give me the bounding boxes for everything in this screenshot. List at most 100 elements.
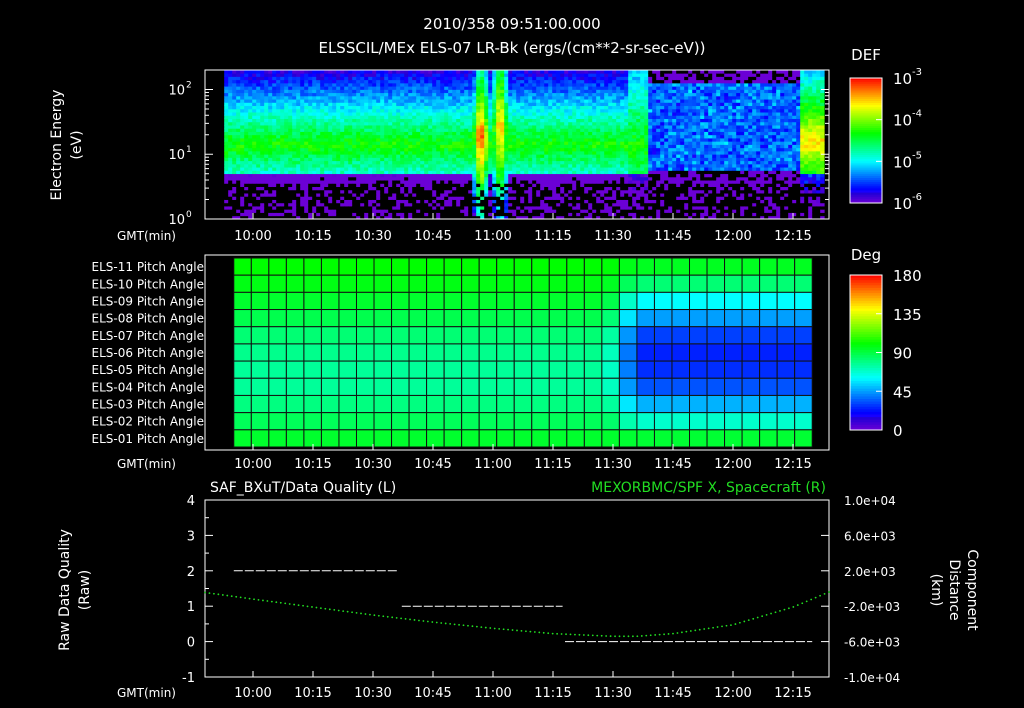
spectrogram-cell	[592, 173, 597, 178]
spectrogram-cell	[636, 160, 641, 165]
spectrogram-cell	[408, 131, 413, 136]
spectrogram-cell	[608, 82, 613, 87]
spectrogram-cell	[600, 70, 605, 74]
spectrogram-cell	[240, 154, 245, 158]
spectrogram-cell	[620, 118, 625, 123]
spectrogram-cell	[556, 196, 561, 200]
spectrogram-cell	[488, 112, 493, 116]
spectrogram-cell	[348, 131, 353, 136]
spectrogram-cell	[300, 147, 305, 152]
spectrogram-cell	[536, 99, 541, 103]
spectrogram-cell	[432, 95, 437, 100]
spectrogram-cell	[596, 128, 601, 132]
spectrogram-cell	[596, 144, 601, 149]
spectrogram-cell	[424, 160, 429, 165]
spectrogram-cell	[480, 99, 485, 103]
spectrogram-cell	[488, 105, 493, 110]
spectrogram-cell	[484, 86, 489, 90]
spectrogram-cell	[416, 189, 421, 194]
spectrogram-cell	[440, 189, 445, 194]
spectrogram-cell	[560, 170, 565, 175]
spectrogram-cell	[560, 173, 565, 178]
spectrogram-cell	[624, 73, 629, 77]
spectrogram-cell	[284, 193, 289, 197]
spectrogram-cell	[484, 125, 489, 129]
spectrogram-cell	[508, 79, 513, 84]
spectrogram-cell	[512, 95, 517, 100]
spectrogram-cell	[624, 92, 629, 97]
spectrogram-cell	[480, 112, 485, 116]
spectrogram-cell	[248, 79, 253, 84]
spectrogram-cell	[364, 176, 369, 181]
spectrogram-cell	[284, 86, 289, 90]
spectrogram-cell	[292, 160, 297, 165]
spectrogram-cell	[332, 99, 337, 103]
spectrogram-cell	[592, 183, 597, 188]
spectrogram-cell	[272, 138, 277, 142]
spectrogram-cell	[260, 82, 265, 87]
spectrogram-cell	[480, 115, 485, 119]
spectrogram-cell	[568, 196, 573, 200]
spectrogram-cell	[276, 118, 281, 123]
spectrogram-cell	[564, 163, 569, 168]
spectrogram-cell	[524, 186, 529, 191]
spectrogram-cell	[416, 199, 421, 204]
spectrogram-cell	[408, 209, 413, 213]
spectrogram-cell	[612, 82, 617, 87]
spectrogram-cell	[624, 138, 629, 142]
spectrogram-cell	[488, 70, 493, 74]
spectrogram-cell	[288, 212, 293, 217]
spectrogram-cell	[328, 193, 333, 197]
spectrogram-cell	[248, 160, 253, 165]
spectrogram-cell	[360, 105, 365, 110]
spectrogram-cell	[536, 147, 541, 152]
spectrogram-cell	[256, 115, 261, 119]
spectrogram-cell	[316, 183, 321, 188]
spectrogram-cell	[596, 202, 601, 207]
spectrogram-cell	[344, 206, 349, 210]
spectrogram-cell	[392, 121, 397, 126]
spectrogram-cell	[396, 206, 401, 210]
spectrogram-cell	[484, 134, 489, 139]
spectrogram-cell	[240, 183, 245, 188]
spectrogram-cell	[568, 70, 573, 74]
spectrogram-cell	[612, 141, 617, 145]
spectrogram-cell	[244, 163, 249, 168]
spectrogram-cell	[552, 215, 557, 220]
spectrogram-cell	[412, 141, 417, 145]
spectrogram-cell	[524, 206, 529, 210]
spectrogram-cell	[500, 89, 505, 94]
spectrogram-cell	[548, 102, 553, 107]
spectrogram-cell	[280, 112, 285, 116]
spectrogram-cell	[580, 115, 585, 119]
spectrogram-cell	[416, 193, 421, 197]
spectrogram-cell	[536, 89, 541, 94]
spectrogram-cell	[316, 121, 321, 126]
spectrogram-cell	[368, 102, 373, 107]
spectrogram-cell	[424, 199, 429, 204]
spectrogram-cell	[320, 147, 325, 152]
spectrogram-cell	[324, 176, 329, 181]
spectrogram-cell	[516, 160, 521, 165]
spectrogram-cell	[344, 73, 349, 77]
spectrogram-cell	[312, 215, 317, 220]
spectrogram-cell	[320, 170, 325, 175]
spectrogram-cell	[648, 82, 653, 87]
spectrogram-cell	[436, 108, 441, 113]
spectrogram-cell	[640, 196, 645, 200]
spectrogram-cell	[396, 112, 401, 116]
spectrogram-cell	[616, 157, 621, 162]
spectrogram-cell	[584, 212, 589, 217]
spectrogram-cell	[448, 112, 453, 116]
spectrogram-cell	[648, 206, 653, 210]
spectrogram-cell	[312, 154, 317, 158]
spectrogram-cell	[504, 102, 509, 107]
spectrogram-cell	[456, 209, 461, 213]
spectrogram-cell	[356, 170, 361, 175]
spectrogram-cell	[504, 108, 509, 113]
spectrogram-cell	[364, 186, 369, 191]
spectrogram-cell	[636, 73, 641, 77]
spectrogram-cell	[584, 134, 589, 139]
spectrogram-cell	[356, 186, 361, 191]
spectrogram-cell	[644, 76, 649, 81]
